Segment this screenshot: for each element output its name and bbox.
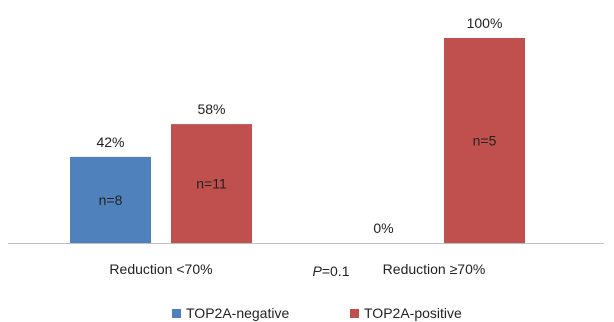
- data-label-top2a-negative-cat-2: 0%: [373, 220, 393, 236]
- inner-label-top2a-negative-cat-1: n=8: [99, 192, 123, 208]
- data-label-top2a-positive-cat-2: 100%: [467, 15, 503, 31]
- legend: TOP2A-negative TOP2A-positive: [172, 305, 462, 321]
- legend-label-top2a-negative: TOP2A-negative: [186, 305, 289, 321]
- legend-swatch-top2a-positive: [350, 309, 359, 318]
- inner-label-top2a-positive-cat-1: n=11: [196, 176, 227, 192]
- inner-label-top2a-positive-cat-2: n=5: [473, 133, 497, 149]
- category-label-2: Reduction ≥70%: [383, 261, 486, 277]
- p-value-symbol: P: [313, 263, 323, 279]
- labels-layer: 42% n=8 58% n=11 Reduction <70% 0% 100% n=5 Redu…: [96, 15, 502, 277]
- category-label-1: Reduction <70%: [109, 261, 212, 277]
- bar-top2a-positive-cat-1: [171, 124, 252, 243]
- bar-top2a-negative-cat-1: [70, 156, 151, 243]
- data-label-top2a-positive-cat-1: 58%: [197, 101, 225, 117]
- p-value-number: =0.1: [322, 263, 350, 279]
- legend-label-top2a-positive: TOP2A-positive: [364, 305, 462, 321]
- p-value-annotation: P=0.1: [313, 263, 350, 279]
- legend-swatch-top2a-negative: [172, 309, 181, 318]
- data-label-top2a-negative-cat-1: 42%: [96, 134, 124, 150]
- bars-layer: [70, 38, 525, 243]
- bar-top2a-positive-cat-2: [444, 38, 525, 243]
